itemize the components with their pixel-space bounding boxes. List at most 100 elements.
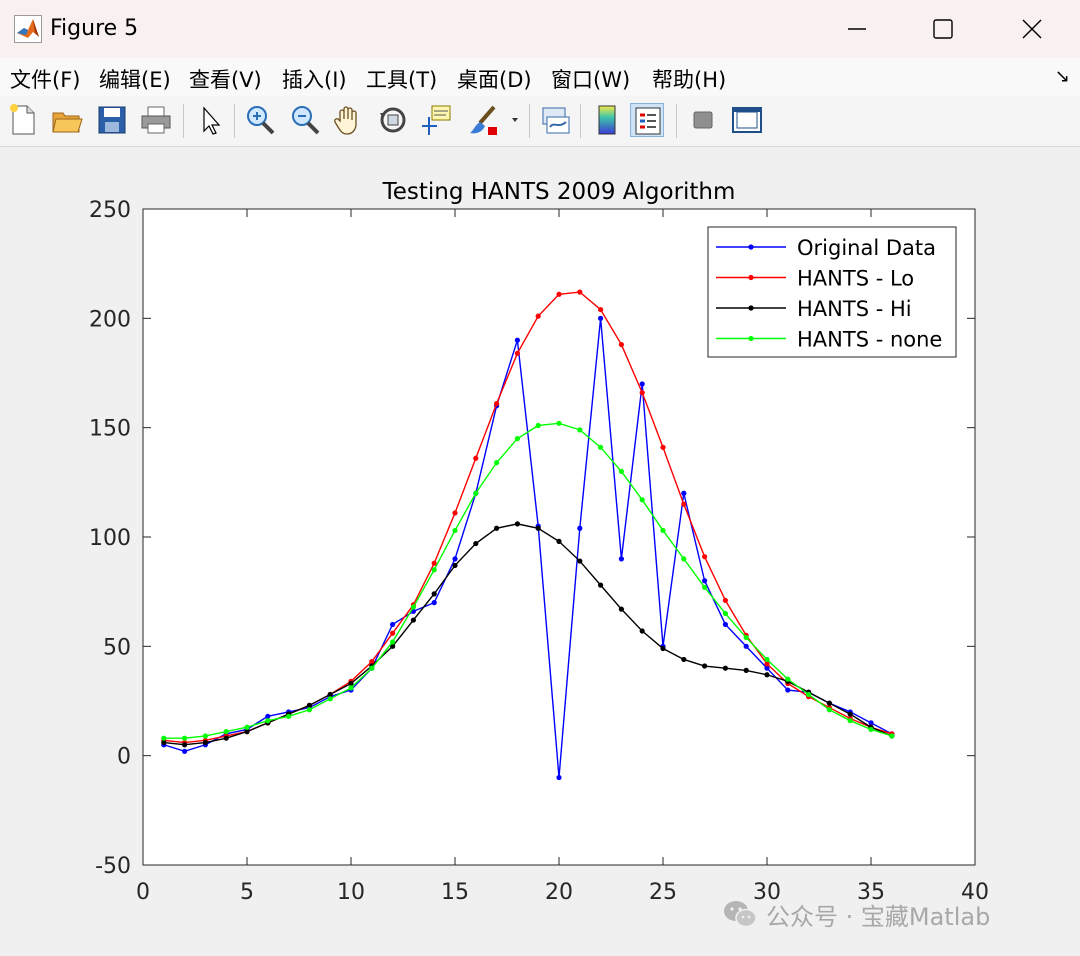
- data-point: [826, 707, 833, 713]
- data-point: [327, 696, 333, 702]
- series-4: [161, 420, 895, 741]
- colorbar-button[interactable]: [590, 103, 624, 137]
- watermark: 公众号 · 宝藏Matlab: [722, 896, 990, 932]
- y-tick-label: 50: [103, 635, 131, 660]
- y-tick-label: 100: [89, 526, 131, 551]
- legend-label: Original Data: [797, 236, 936, 260]
- data-point: [390, 621, 396, 628]
- data-point: [369, 665, 375, 671]
- y-tick-label: 200: [89, 307, 131, 332]
- legend: Original Data HANTS - Lo HANTS - Hi HANTS -…: [707, 226, 957, 358]
- legend-label: HANTS - Hi: [797, 297, 912, 321]
- line-chart[interactable]: 0 5 10 15 20 25 30 35 40-50050100150200250Testin…: [0, 147, 1080, 956]
- hide-plot-tools-button[interactable]: [686, 103, 720, 137]
- print-icon: [141, 106, 171, 134]
- title-bar: Figure 5: [0, 0, 1080, 58]
- minimize-button[interactable]: [826, 8, 886, 50]
- zoom-in-button[interactable]: [243, 103, 277, 137]
- data-point: [410, 604, 416, 610]
- show-plot-tools-button[interactable]: [730, 103, 764, 137]
- link-plot-button[interactable]: [538, 103, 572, 137]
- data-point: [535, 422, 541, 429]
- maximize-icon: [933, 19, 953, 39]
- x-tick-label: 0: [136, 880, 150, 905]
- data-point: [660, 444, 666, 450]
- data-point: [514, 337, 521, 343]
- figure-toolbar: [0, 96, 1080, 147]
- data-point: [327, 691, 333, 698]
- data-point: [639, 381, 645, 387]
- print-button[interactable]: [139, 103, 173, 137]
- data-point: [390, 643, 396, 649]
- legend-label: HANTS - Lo: [797, 267, 914, 291]
- matlab-logo-icon: [14, 15, 42, 43]
- brush-button[interactable]: [466, 103, 500, 137]
- toolbar-separator: [234, 104, 235, 138]
- legend-marker: [748, 274, 754, 281]
- data-point: [556, 291, 562, 297]
- pan-hand-icon: [334, 106, 357, 135]
- open-file-icon: [52, 112, 83, 133]
- menu-file[interactable]: 文件(F): [10, 68, 81, 92]
- rotate-3d-button[interactable]: [376, 103, 410, 137]
- new-figure-button[interactable]: [6, 103, 40, 137]
- minimize-icon: [848, 28, 866, 30]
- legend-marker: [748, 335, 754, 342]
- close-button[interactable]: [1002, 8, 1062, 50]
- data-point: [785, 687, 791, 693]
- menu-help[interactable]: 帮助(H): [652, 68, 727, 92]
- toolbar-separator: [676, 104, 677, 138]
- new-figure-icon: [10, 104, 35, 135]
- save-icon: [98, 106, 126, 134]
- data-point: [244, 729, 250, 735]
- data-point: [514, 436, 521, 442]
- data-point: [847, 718, 853, 724]
- menu-view[interactable]: 查看(V): [189, 68, 262, 92]
- x-tick-label: 15: [441, 880, 469, 905]
- data-point: [743, 643, 749, 649]
- pan-button[interactable]: [332, 103, 366, 137]
- data-cursor-button[interactable]: [420, 103, 454, 137]
- data-point: [244, 724, 250, 730]
- menu-tools[interactable]: 工具(T): [366, 68, 438, 92]
- data-point: [452, 562, 458, 569]
- legend-button[interactable]: [630, 103, 664, 137]
- data-point: [764, 656, 770, 663]
- data-point: [577, 427, 583, 433]
- data-point: [702, 663, 708, 669]
- data-point: [494, 401, 500, 407]
- save-button[interactable]: [95, 103, 129, 137]
- data-cursor-icon: [422, 105, 451, 135]
- data-point: [535, 313, 541, 319]
- wechat-icon: [724, 901, 757, 928]
- data-point: [473, 455, 479, 461]
- menu-overflow-icon[interactable]: ↘: [1054, 66, 1070, 87]
- data-point: [722, 597, 729, 604]
- data-point: [722, 610, 729, 617]
- series-line: [163, 318, 893, 778]
- data-point: [431, 591, 437, 597]
- data-point: [369, 659, 375, 665]
- data-point: [743, 634, 749, 641]
- menu-edit[interactable]: 编辑(E): [99, 68, 171, 92]
- data-point: [265, 713, 271, 719]
- menu-insert[interactable]: 插入(I): [282, 68, 347, 92]
- brush-dropdown-button[interactable]: [505, 103, 525, 137]
- menu-desktop[interactable]: 桌面(D): [457, 68, 532, 92]
- data-point: [473, 490, 479, 496]
- maximize-button[interactable]: [913, 8, 973, 50]
- x-tick-label: 35: [857, 880, 885, 905]
- data-point: [660, 645, 666, 652]
- edit-plot-button[interactable]: [193, 103, 227, 137]
- legend-marker: [748, 244, 754, 250]
- brush-icon: [470, 105, 497, 135]
- open-file-button[interactable]: [50, 103, 84, 137]
- hide-plot-tools-icon: [693, 111, 713, 129]
- data-point: [764, 661, 770, 667]
- data-point: [431, 560, 437, 566]
- data-point: [161, 735, 167, 741]
- data-point: [348, 680, 354, 687]
- zoom-out-button[interactable]: [288, 103, 322, 137]
- data-point: [868, 726, 874, 733]
- menu-window[interactable]: 窗口(W): [551, 68, 631, 92]
